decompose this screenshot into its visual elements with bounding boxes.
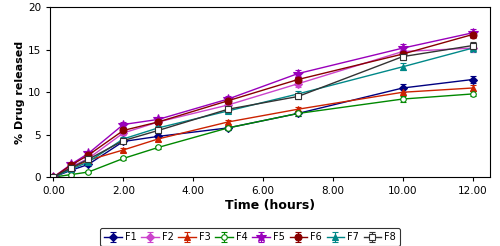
Y-axis label: % Drug released: % Drug released	[15, 41, 25, 144]
Legend: F1, F2, F3, F4, F5, F6, F7, F8: F1, F2, F3, F4, F5, F6, F7, F8	[100, 228, 400, 246]
X-axis label: Time (hours): Time (hours)	[225, 199, 315, 212]
